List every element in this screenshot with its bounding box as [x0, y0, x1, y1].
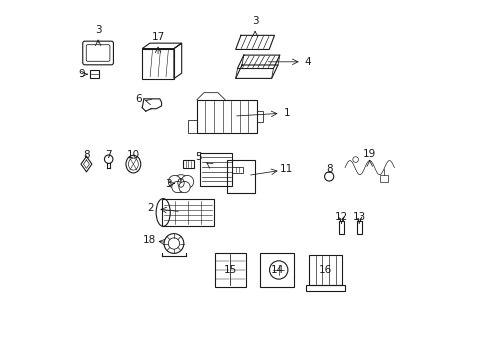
Circle shape — [181, 175, 193, 188]
Bar — [260, 253, 293, 287]
Text: 11: 11 — [280, 165, 293, 174]
Text: 15: 15 — [224, 265, 237, 275]
Text: 6: 6 — [135, 94, 142, 104]
Bar — [356, 221, 361, 234]
Bar — [256, 111, 263, 122]
Bar — [232, 167, 242, 173]
Bar — [197, 100, 256, 133]
Circle shape — [171, 181, 183, 193]
Text: 17: 17 — [151, 32, 164, 42]
Bar — [142, 49, 174, 78]
Bar — [308, 255, 342, 285]
Text: 10: 10 — [126, 150, 140, 160]
Text: 16: 16 — [318, 265, 331, 275]
Text: 14: 14 — [270, 265, 283, 275]
Text: 1: 1 — [283, 108, 289, 118]
Text: 8: 8 — [325, 165, 332, 174]
Bar — [214, 253, 246, 287]
Text: 2: 2 — [147, 203, 154, 213]
Bar — [379, 175, 387, 183]
Text: 18: 18 — [142, 235, 156, 245]
Bar — [226, 160, 255, 193]
Bar — [162, 199, 213, 226]
Bar — [200, 153, 232, 186]
Bar — [183, 160, 194, 168]
Text: 3: 3 — [165, 179, 172, 189]
Circle shape — [179, 181, 190, 193]
Circle shape — [172, 175, 189, 192]
Text: 5: 5 — [195, 152, 202, 162]
Text: 3: 3 — [95, 25, 101, 35]
Text: 4: 4 — [304, 57, 311, 67]
Bar — [305, 285, 345, 291]
Text: 19: 19 — [363, 149, 376, 158]
Bar — [89, 70, 99, 78]
Bar — [188, 120, 197, 133]
Text: 7: 7 — [105, 150, 112, 160]
Text: 13: 13 — [352, 212, 365, 222]
Bar — [338, 221, 343, 234]
Text: 9: 9 — [78, 69, 84, 79]
Text: 3: 3 — [251, 16, 258, 26]
Text: 8: 8 — [83, 150, 90, 160]
Circle shape — [168, 175, 181, 188]
Text: 12: 12 — [334, 212, 347, 222]
